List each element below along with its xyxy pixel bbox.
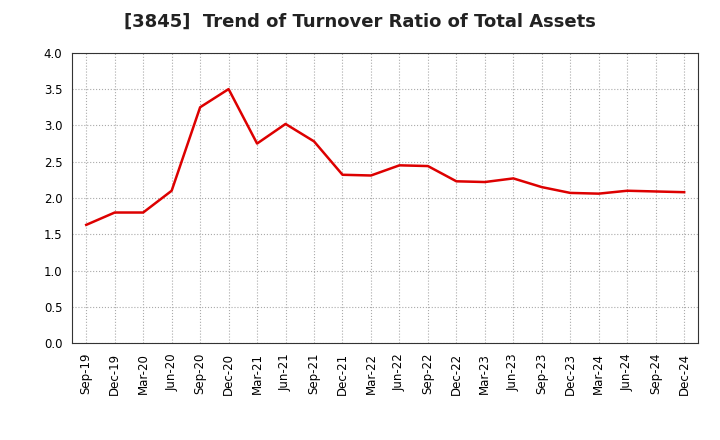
Text: [3845]  Trend of Turnover Ratio of Total Assets: [3845] Trend of Turnover Ratio of Total …: [124, 13, 596, 31]
